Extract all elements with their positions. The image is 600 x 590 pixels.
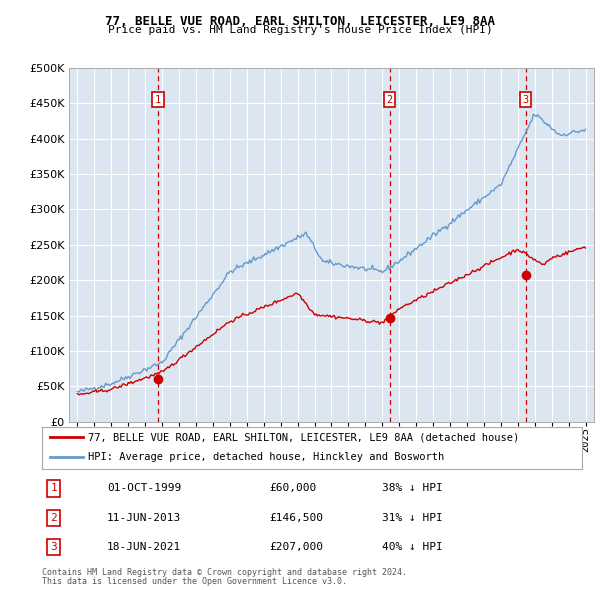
Text: 1: 1 (50, 483, 57, 493)
Text: 01-OCT-1999: 01-OCT-1999 (107, 483, 181, 493)
Text: 77, BELLE VUE ROAD, EARL SHILTON, LEICESTER, LE9 8AA: 77, BELLE VUE ROAD, EARL SHILTON, LEICES… (105, 15, 495, 28)
Text: £207,000: £207,000 (269, 542, 323, 552)
Text: 77, BELLE VUE ROAD, EARL SHILTON, LEICESTER, LE9 8AA (detached house): 77, BELLE VUE ROAD, EARL SHILTON, LEICES… (88, 432, 519, 442)
Text: 1: 1 (155, 95, 161, 104)
Text: £146,500: £146,500 (269, 513, 323, 523)
Text: Price paid vs. HM Land Registry's House Price Index (HPI): Price paid vs. HM Land Registry's House … (107, 25, 493, 35)
Text: 40% ↓ HPI: 40% ↓ HPI (382, 542, 443, 552)
Text: 3: 3 (523, 95, 529, 104)
Text: 18-JUN-2021: 18-JUN-2021 (107, 542, 181, 552)
Text: 38% ↓ HPI: 38% ↓ HPI (382, 483, 443, 493)
Text: Contains HM Land Registry data © Crown copyright and database right 2024.: Contains HM Land Registry data © Crown c… (42, 568, 407, 576)
Text: 31% ↓ HPI: 31% ↓ HPI (382, 513, 443, 523)
Text: 2: 2 (386, 95, 393, 104)
Text: 3: 3 (50, 542, 57, 552)
Text: HPI: Average price, detached house, Hinckley and Bosworth: HPI: Average price, detached house, Hinc… (88, 452, 444, 462)
Text: 2: 2 (50, 513, 57, 523)
Text: £60,000: £60,000 (269, 483, 316, 493)
Text: 11-JUN-2013: 11-JUN-2013 (107, 513, 181, 523)
Text: This data is licensed under the Open Government Licence v3.0.: This data is licensed under the Open Gov… (42, 577, 347, 586)
